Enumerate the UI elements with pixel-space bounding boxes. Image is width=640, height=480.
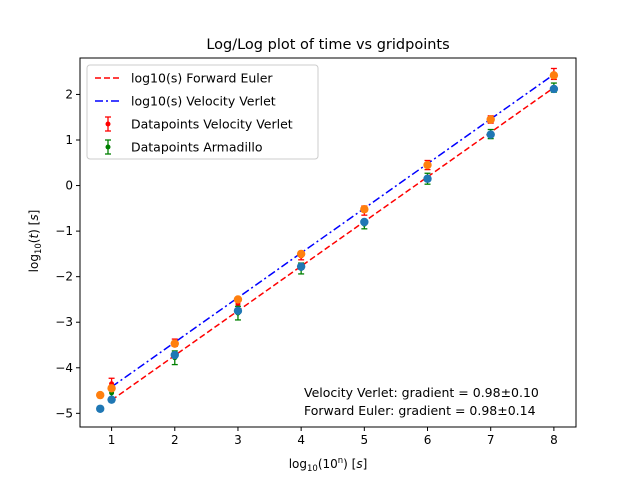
annotations: Velocity Verlet: gradient = 0.98±0.10 For… [304,385,539,418]
scatter-point [96,390,105,400]
scatter-point [360,217,369,227]
scatter-point [486,130,495,139]
legend-marker [105,144,111,150]
legend-box [86,64,319,160]
x-tick-label: 5 [361,433,369,447]
scatter-point [549,84,559,94]
scatter-point [107,395,116,404]
y-tick-label: −5 [55,406,73,420]
scatter-point [360,205,369,214]
x-tick-label: 7 [487,433,495,447]
fit-line [111,73,555,388]
legend: log10(s) Forward Euler log10(s) Velocity … [86,64,319,160]
scatter-point [233,306,243,316]
scatter-point [107,384,116,393]
y-tick-label: −3 [55,315,73,329]
scatter-point [296,249,306,259]
x-tick-label: 3 [234,433,242,447]
scatter-point [233,295,243,304]
scatter-point [549,71,559,80]
y-tick-label: −2 [55,270,73,284]
legend-label: Datapoints Armadillo [131,140,263,155]
x-axis: 1 2 3 4 5 6 7 8 [108,427,558,447]
gradient-annotation: Forward Euler: gradient = 0.98±0.14 [304,403,536,418]
x-tick-label: 1 [108,433,116,447]
y-tick-label: −4 [55,361,73,375]
x-tick-label: 4 [297,433,305,447]
y-tick-label: 1 [65,133,73,147]
x-tick-label: 8 [550,433,558,447]
y-tick-label: 2 [65,87,73,101]
y-axis-label: log10(t) [s] [27,210,44,273]
gradient-annotation: Velocity Verlet: gradient = 0.98±0.10 [304,385,539,400]
x-tick-label: 2 [171,433,179,447]
y-axis: −5 −4 −3 −2 −1 0 1 2 [55,87,80,420]
y-tick-label: 0 [65,179,73,193]
fit-line [111,86,555,401]
legend-label: Datapoints Velocity Verlet [131,117,293,132]
plot-area [96,67,559,413]
scatter-point [296,262,306,271]
legend-label: log10(s) Velocity Verlet [131,94,276,109]
scatter-point [423,160,432,170]
scatter-point [170,350,179,360]
plot-frame [79,57,577,428]
scatter-point [423,174,432,183]
x-axis-label: log10(10n) [s] [289,456,368,474]
scatter-point [96,404,105,413]
scatter-point [170,339,179,348]
y-tick-label: −1 [55,224,73,238]
legend-label: log10(s) Forward Euler [131,71,273,86]
x-tick-label: 6 [424,433,432,447]
scatter-point [486,115,495,124]
chart-title: Log/Log plot of time vs gridpoints [206,37,449,53]
legend-marker [105,121,111,127]
